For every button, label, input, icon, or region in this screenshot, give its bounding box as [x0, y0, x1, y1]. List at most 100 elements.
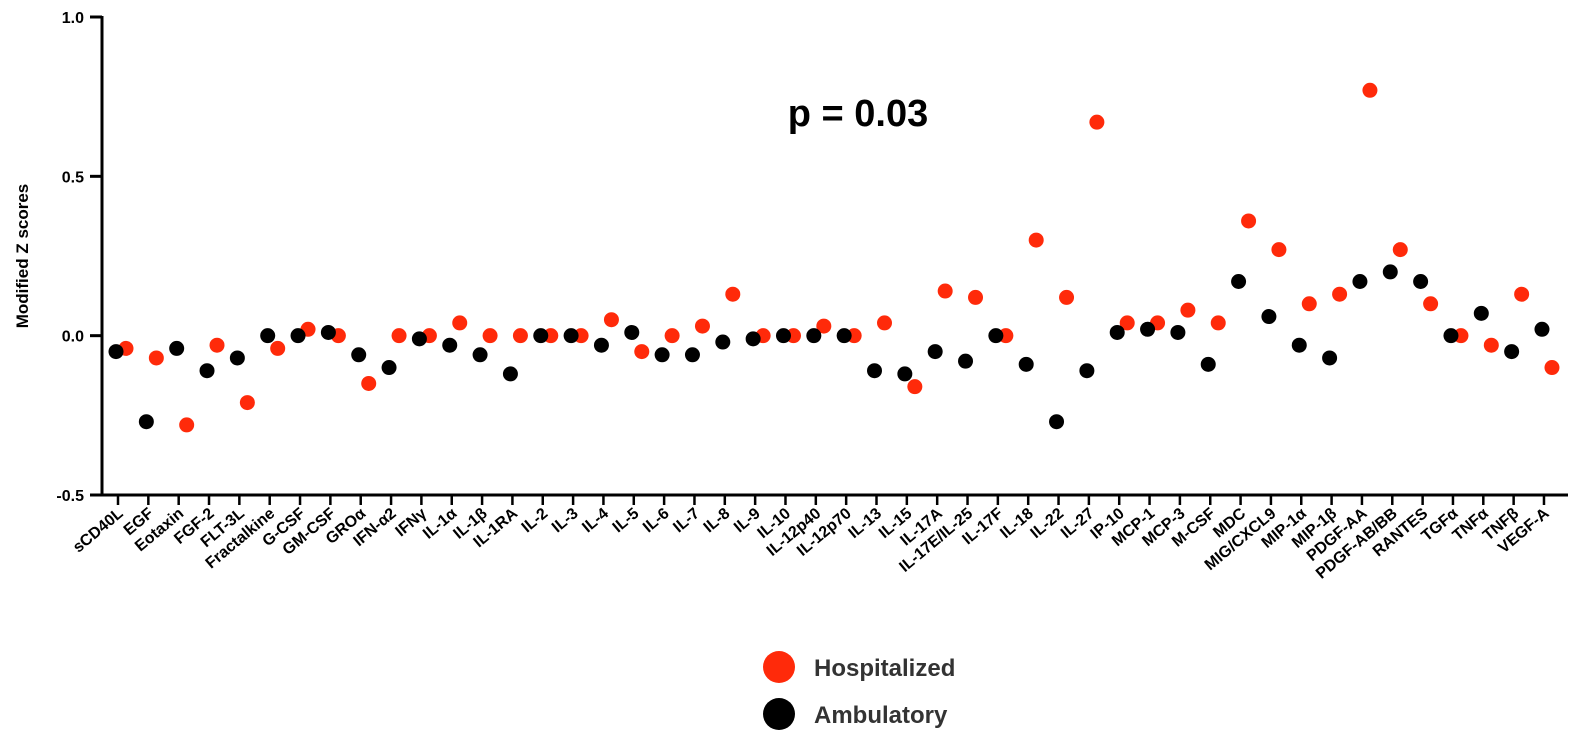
data-point-hospitalized — [512, 328, 528, 344]
data-point-ambulatory — [1413, 273, 1429, 289]
data-point-ambulatory — [988, 328, 1004, 344]
data-point-hospitalized — [1241, 213, 1257, 229]
data-point-hospitalized — [634, 344, 650, 360]
data-point-ambulatory — [563, 328, 579, 344]
data-point-ambulatory — [533, 328, 549, 344]
data-point-ambulatory — [745, 331, 761, 347]
data-point-ambulatory — [1109, 324, 1125, 340]
legend: Hospitalized Ambulatory — [763, 651, 955, 730]
x-category-label: IL-27 — [1058, 505, 1098, 542]
data-point-ambulatory — [138, 414, 154, 430]
x-category-labels: sCD40LEGFEotaxinFGF-2FLT-3LFractalkineG-… — [70, 505, 1553, 583]
data-point-ambulatory — [472, 347, 488, 363]
x-category-label: sCD40L — [70, 505, 127, 556]
data-point-ambulatory — [320, 324, 336, 340]
data-point-ambulatory — [654, 347, 670, 363]
data-points — [108, 82, 1560, 433]
data-point-ambulatory — [199, 363, 215, 379]
data-point-hospitalized — [1089, 114, 1105, 130]
axes — [90, 15, 1568, 505]
x-category-label: IL-1α — [420, 505, 460, 543]
data-point-ambulatory — [1231, 273, 1247, 289]
data-point-hospitalized — [1028, 232, 1044, 248]
data-point-ambulatory — [775, 328, 791, 344]
data-point-ambulatory — [1049, 414, 1065, 430]
data-point-hospitalized — [694, 318, 710, 334]
data-point-hospitalized — [664, 328, 680, 344]
data-point-hospitalized — [816, 318, 832, 334]
data-point-hospitalized — [603, 312, 619, 328]
data-point-ambulatory — [715, 334, 731, 350]
data-point-ambulatory — [867, 363, 882, 379]
y-tick-label: 0.0 — [62, 329, 84, 346]
data-point-hospitalized — [179, 417, 195, 433]
data-point-hospitalized — [1483, 337, 1499, 353]
data-point-hospitalized — [148, 350, 164, 366]
legend-label-ambulatory: Ambulatory — [814, 702, 948, 729]
data-point-ambulatory — [1291, 337, 1307, 353]
y-tick-label: 1.0 — [62, 10, 84, 27]
x-category-label: IL-8 — [701, 505, 734, 536]
data-point-ambulatory — [290, 328, 306, 344]
data-point-hospitalized — [1210, 315, 1226, 331]
data-point-ambulatory — [1322, 350, 1338, 366]
x-category-label: IL-13 — [846, 505, 886, 542]
data-point-hospitalized — [482, 328, 498, 344]
data-point-hospitalized — [1180, 302, 1196, 318]
data-point-ambulatory — [1200, 356, 1216, 372]
data-point-ambulatory — [502, 366, 518, 382]
data-point-ambulatory — [1261, 309, 1277, 325]
data-point-hospitalized — [1059, 289, 1075, 305]
data-point-hospitalized — [239, 395, 255, 411]
data-point-ambulatory — [593, 337, 609, 353]
data-point-ambulatory — [958, 353, 974, 369]
data-point-ambulatory — [1534, 321, 1550, 337]
data-point-ambulatory — [1170, 324, 1186, 340]
y-tick-labels: 1.0 0.5 0.0 -0.5 — [56, 10, 84, 505]
data-point-ambulatory — [1140, 321, 1156, 337]
data-point-hospitalized — [725, 286, 741, 302]
data-point-hospitalized — [1544, 360, 1560, 376]
data-point-ambulatory — [1473, 305, 1489, 321]
x-category-label: IL-18 — [997, 505, 1037, 542]
data-point-ambulatory — [260, 328, 276, 344]
p-value-annotation: p = 0.03 — [788, 93, 928, 135]
x-category-label: IL-4 — [579, 505, 612, 536]
data-point-hospitalized — [1119, 315, 1135, 331]
data-point-ambulatory — [897, 366, 913, 382]
data-point-ambulatory — [169, 340, 185, 356]
data-point-ambulatory — [1382, 264, 1398, 280]
data-point-ambulatory — [1018, 356, 1034, 372]
data-point-hospitalized — [968, 289, 984, 305]
data-point-ambulatory — [1079, 363, 1095, 379]
data-point-ambulatory — [229, 350, 245, 366]
data-point-hospitalized — [1514, 286, 1530, 302]
x-category-label: IL-2 — [519, 505, 552, 536]
data-point-hospitalized — [452, 315, 468, 331]
data-point-hospitalized — [361, 375, 377, 391]
data-point-hospitalized — [1362, 82, 1378, 98]
data-point-hospitalized — [877, 315, 892, 331]
data-point-hospitalized — [937, 283, 953, 299]
legend-label-hospitalized: Hospitalized — [814, 655, 955, 682]
data-point-hospitalized — [1332, 286, 1348, 302]
data-point-ambulatory — [381, 360, 397, 376]
x-category-label: IL-3 — [549, 505, 582, 536]
data-point-ambulatory — [442, 337, 458, 353]
x-category-label: IL-6 — [640, 505, 673, 536]
data-point-ambulatory — [684, 347, 700, 363]
x-category-label: IL-5 — [610, 505, 643, 536]
x-category-label: IL-7 — [670, 505, 703, 536]
data-point-hospitalized — [1301, 296, 1317, 312]
y-tick-label: -0.5 — [56, 488, 84, 505]
data-point-hospitalized — [1423, 296, 1439, 312]
data-point-hospitalized — [1271, 242, 1287, 258]
data-point-ambulatory — [351, 347, 367, 363]
y-tick-label: 0.5 — [62, 169, 84, 186]
data-point-ambulatory — [836, 328, 852, 344]
data-point-ambulatory — [1352, 273, 1368, 289]
legend-marker-hospitalized — [763, 651, 795, 683]
data-point-ambulatory — [411, 331, 427, 347]
data-point-ambulatory — [927, 344, 943, 360]
